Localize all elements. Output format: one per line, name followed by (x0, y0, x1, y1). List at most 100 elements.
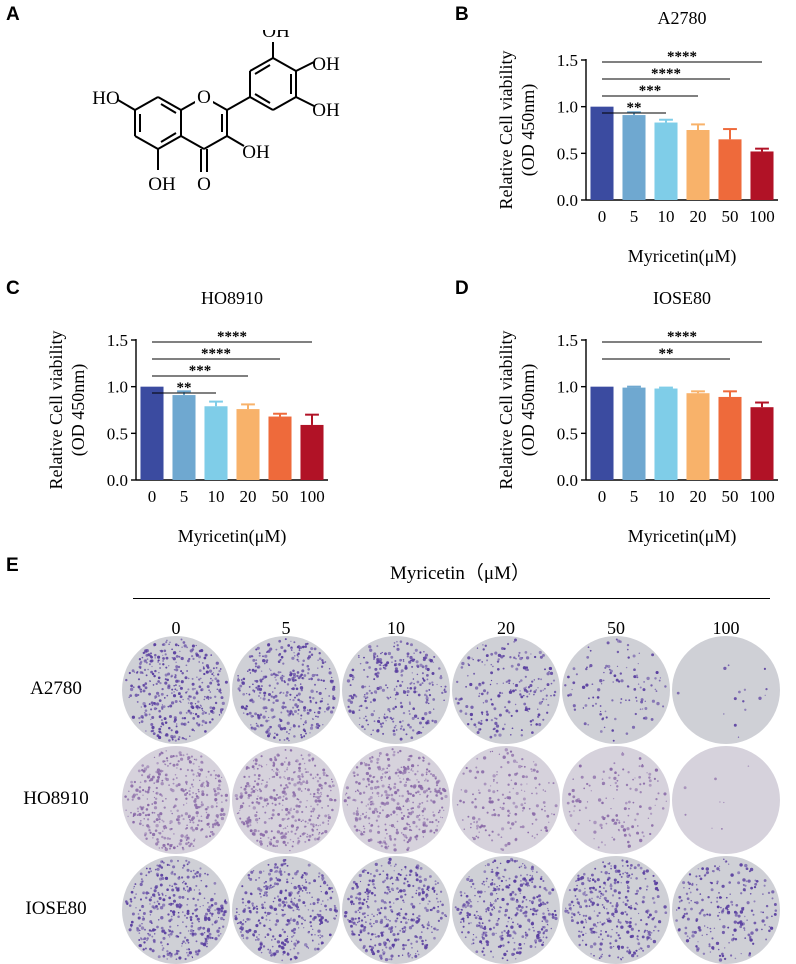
colony-dish-ho8910-50 (562, 746, 670, 854)
structure-label-oh-top: OH (262, 30, 290, 42)
y-tick-label: 0.0 (557, 191, 578, 210)
colony-title: Myricetin（μM） (389, 563, 530, 584)
y-tick-label: 0.0 (557, 471, 578, 490)
bar-10 (654, 122, 678, 200)
y-axis-label-line2: (OD 450nm) (518, 364, 539, 457)
x-axis-label: Myricetin(μM) (628, 526, 737, 547)
bar-20 (686, 393, 710, 480)
colony-column-label-50: 50 (607, 618, 625, 638)
y-tick-label: 0.5 (557, 424, 578, 443)
significance-label: **** (217, 329, 247, 345)
chart-title: IOSE80 (653, 288, 711, 308)
x-tick-label: 50 (722, 487, 739, 506)
bar-10 (654, 388, 678, 480)
x-tick-label: 0 (598, 207, 607, 226)
significance-label: *** (639, 83, 662, 99)
panel-label-a: A (6, 4, 20, 25)
colony-dish-ho8910-5 (232, 746, 340, 854)
significance-label: ** (177, 380, 192, 396)
structure-label-oh-5: OH (148, 174, 176, 195)
y-tick-label: 1.0 (557, 378, 578, 397)
structure-label-ho: HO (92, 88, 119, 109)
significance-label: **** (651, 66, 681, 82)
significance-label: **** (667, 329, 697, 345)
significance-label: ** (627, 100, 642, 116)
significance-label: **** (201, 346, 231, 362)
colony-column-label-20: 20 (497, 618, 515, 638)
x-tick-label: 5 (630, 207, 639, 226)
panel-label-b: B (455, 4, 469, 25)
bar-20 (686, 130, 710, 200)
chart-ho8910: HO8910 Relative Cell viability (OD 450nm) M… (46, 288, 328, 547)
x-tick-label: 50 (722, 207, 739, 226)
y-axis-label-line2: (OD 450nm) (68, 364, 89, 457)
x-tick-label: 100 (749, 487, 775, 506)
chart-iose80: IOSE80 Relative Cell viability (OD 450nm) M… (496, 288, 778, 547)
x-tick-label: 50 (272, 487, 289, 506)
bar-5 (622, 115, 646, 200)
colony-column-label-100: 100 (712, 618, 740, 638)
structure-label-oh-lower: OH (312, 100, 340, 121)
x-tick-label: 100 (299, 487, 325, 506)
x-tick-label: 5 (180, 487, 189, 506)
x-tick-label: 10 (658, 487, 675, 506)
panel-label-d: D (455, 278, 469, 299)
y-tick-label: 0.5 (557, 144, 578, 163)
x-tick-label: 5 (630, 487, 639, 506)
colony-dish-iose80-100 (672, 856, 780, 964)
bar-50 (718, 396, 742, 480)
myricetin-structure: HO OH OH OH OH OH O O (92, 30, 340, 195)
colony-dish-ho8910-10 (342, 746, 450, 854)
x-tick-label: 20 (240, 487, 257, 506)
y-tick-label: 1.0 (107, 378, 128, 397)
colony-dish-iose80-0 (122, 856, 230, 964)
colony-dish-a2780-50 (562, 636, 670, 744)
colony-row-label-iose80: IOSE80 (25, 898, 87, 919)
x-tick-label: 0 (148, 487, 157, 506)
panel-label-c: C (6, 278, 20, 299)
y-tick-label: 1.0 (557, 98, 578, 117)
x-axis-label: Myricetin(μM) (178, 526, 287, 547)
x-tick-label: 10 (208, 487, 225, 506)
bar-5 (622, 387, 646, 480)
colony-dish-iose80-5 (232, 856, 340, 964)
y-axis-label-line1: Relative Cell viability (496, 51, 516, 210)
y-tick-label: 1.5 (107, 331, 128, 350)
bar-0 (140, 386, 164, 480)
colony-dish-a2780-20 (452, 636, 560, 744)
bar-0 (590, 106, 614, 200)
colony-column-label-5: 5 (281, 618, 291, 638)
x-tick-label: 20 (690, 207, 707, 226)
bar-10 (204, 406, 228, 480)
y-axis-label-line2: (OD 450nm) (518, 84, 539, 177)
colony-title-rule (133, 598, 770, 599)
x-tick-label: 0 (598, 487, 607, 506)
structure-label-oh-right: OH (312, 54, 340, 75)
colony-dish-a2780-100 (672, 636, 780, 744)
colony-dish-iose80-50 (562, 856, 670, 964)
x-tick-label: 100 (749, 207, 775, 226)
colony-dish-ho8910-0 (122, 746, 230, 854)
significance-label: **** (667, 49, 697, 65)
bar-20 (236, 409, 260, 480)
colony-column-label-0: 0 (171, 618, 181, 638)
x-axis-label: Myricetin(μM) (628, 246, 737, 267)
chart-a2780: A2780 Relative Cell viability (OD 450nm) My… (496, 8, 778, 267)
colony-row-label-a2780: A2780 (30, 678, 82, 699)
colony-row-label-ho8910: HO8910 (23, 788, 89, 809)
bar-50 (268, 416, 292, 480)
y-axis-label-line1: Relative Cell viability (46, 331, 66, 490)
chart-title: A2780 (658, 8, 707, 28)
colony-dish-ho8910-100 (672, 746, 780, 854)
y-axis-label-line1: Relative Cell viability (496, 331, 516, 490)
colony-dish-a2780-10 (342, 636, 450, 744)
bar-100 (750, 151, 774, 200)
y-tick-label: 1.5 (557, 331, 578, 350)
bar-5 (172, 395, 196, 480)
x-tick-label: 10 (658, 207, 675, 226)
chart-title: HO8910 (201, 288, 263, 308)
bar-50 (718, 139, 742, 200)
colony-column-label-10: 10 (387, 618, 405, 638)
y-tick-label: 0.0 (107, 471, 128, 490)
colony-dish-iose80-20 (452, 856, 560, 964)
